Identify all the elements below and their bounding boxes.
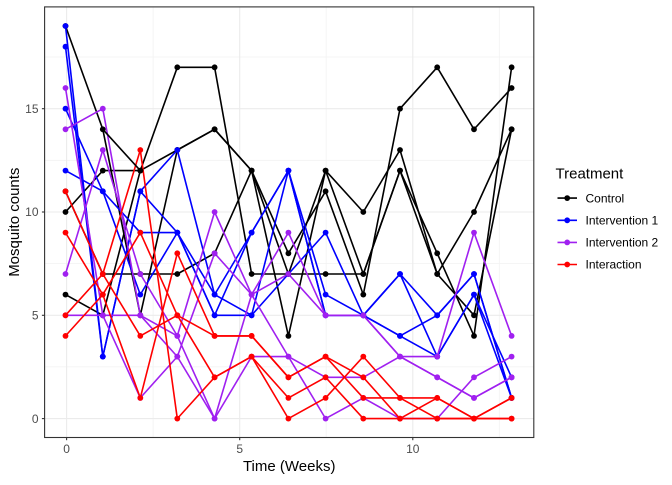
svg-text:10: 10 bbox=[406, 442, 420, 456]
svg-text:5: 5 bbox=[32, 309, 39, 323]
svg-text:Interaction: Interaction bbox=[586, 258, 642, 272]
svg-text:Treatment: Treatment bbox=[556, 166, 625, 183]
svg-text:Intervention 1: Intervention 1 bbox=[586, 214, 659, 228]
svg-text:0: 0 bbox=[63, 442, 70, 456]
svg-text:Time (Weeks): Time (Weeks) bbox=[243, 458, 336, 475]
svg-text:Mosquito counts: Mosquito counts bbox=[6, 168, 23, 277]
svg-text:10: 10 bbox=[25, 205, 39, 219]
svg-text:15: 15 bbox=[25, 102, 39, 116]
svg-text:Control: Control bbox=[586, 191, 625, 205]
svg-text:0: 0 bbox=[32, 412, 39, 426]
svg-text:5: 5 bbox=[236, 442, 243, 456]
svg-text:Intervention 2: Intervention 2 bbox=[586, 236, 659, 250]
